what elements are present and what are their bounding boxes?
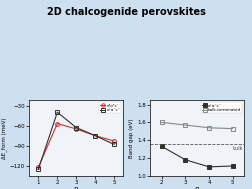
Y-axis label: ΔE_form (meV): ΔE_form (meV) bbox=[1, 117, 7, 159]
Text: bulk: bulk bbox=[233, 146, 243, 151]
X-axis label: n: n bbox=[74, 186, 78, 189]
Y-axis label: Band gap (eV): Band gap (eV) bbox=[129, 118, 134, 158]
Legend: σᵃσᵃc⁻, σ⁻σ⁻c⁻: σᵃσᵃc⁻, σ⁻σ⁻c⁻ bbox=[99, 102, 121, 113]
Legend: σ⁻σ⁻c⁻, bulk-terminated: σ⁻σ⁻c⁻, bulk-terminated bbox=[201, 102, 242, 113]
Text: 2D chalcogenide perovskites: 2D chalcogenide perovskites bbox=[47, 7, 205, 17]
X-axis label: n: n bbox=[195, 186, 199, 189]
